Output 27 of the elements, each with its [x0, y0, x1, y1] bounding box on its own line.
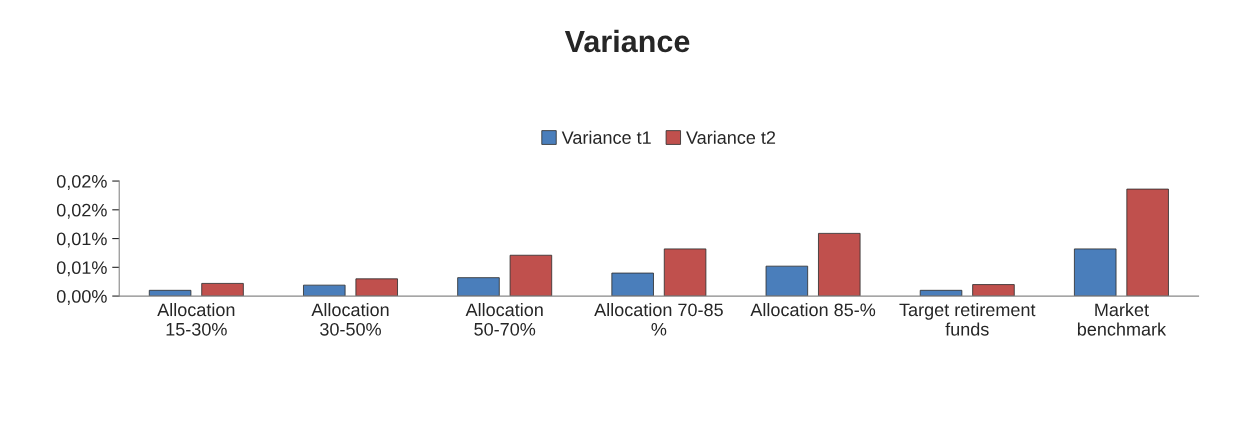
bar	[663, 248, 707, 297]
y-tick-label: 0,02%	[56, 203, 107, 219]
y-tick-label: 0,02%	[56, 174, 107, 190]
y-tick-label: 0,01%	[56, 232, 107, 248]
bar	[1073, 248, 1117, 297]
bar	[355, 278, 398, 297]
x-tick-label: Allocation 30-50%	[311, 302, 389, 336]
bar	[611, 272, 654, 297]
bar	[201, 283, 244, 297]
bar	[972, 284, 1015, 297]
bar	[765, 265, 809, 297]
x-tick-label: Market benchmark	[1077, 302, 1167, 336]
bar	[509, 254, 553, 297]
legend-label: Variance t2	[686, 130, 776, 144]
x-tick-label: Allocation 50-70%	[465, 302, 543, 336]
x-tick-label: Allocation 85-%	[750, 302, 876, 317]
y-tick-label: 0,00%	[56, 290, 107, 305]
x-tick-label: Target retirement funds	[899, 302, 1036, 336]
bar	[818, 232, 861, 297]
bar	[457, 277, 500, 297]
x-tick-label: Allocation 70-85 %	[594, 302, 723, 336]
y-tick-label: 0,01%	[56, 261, 107, 277]
x-tick-label: Allocation 15-30%	[157, 302, 235, 336]
legend-label: Variance t1	[561, 130, 651, 144]
chart-title: Variance	[564, 29, 690, 53]
bar	[1126, 188, 1169, 297]
bar	[303, 284, 346, 297]
